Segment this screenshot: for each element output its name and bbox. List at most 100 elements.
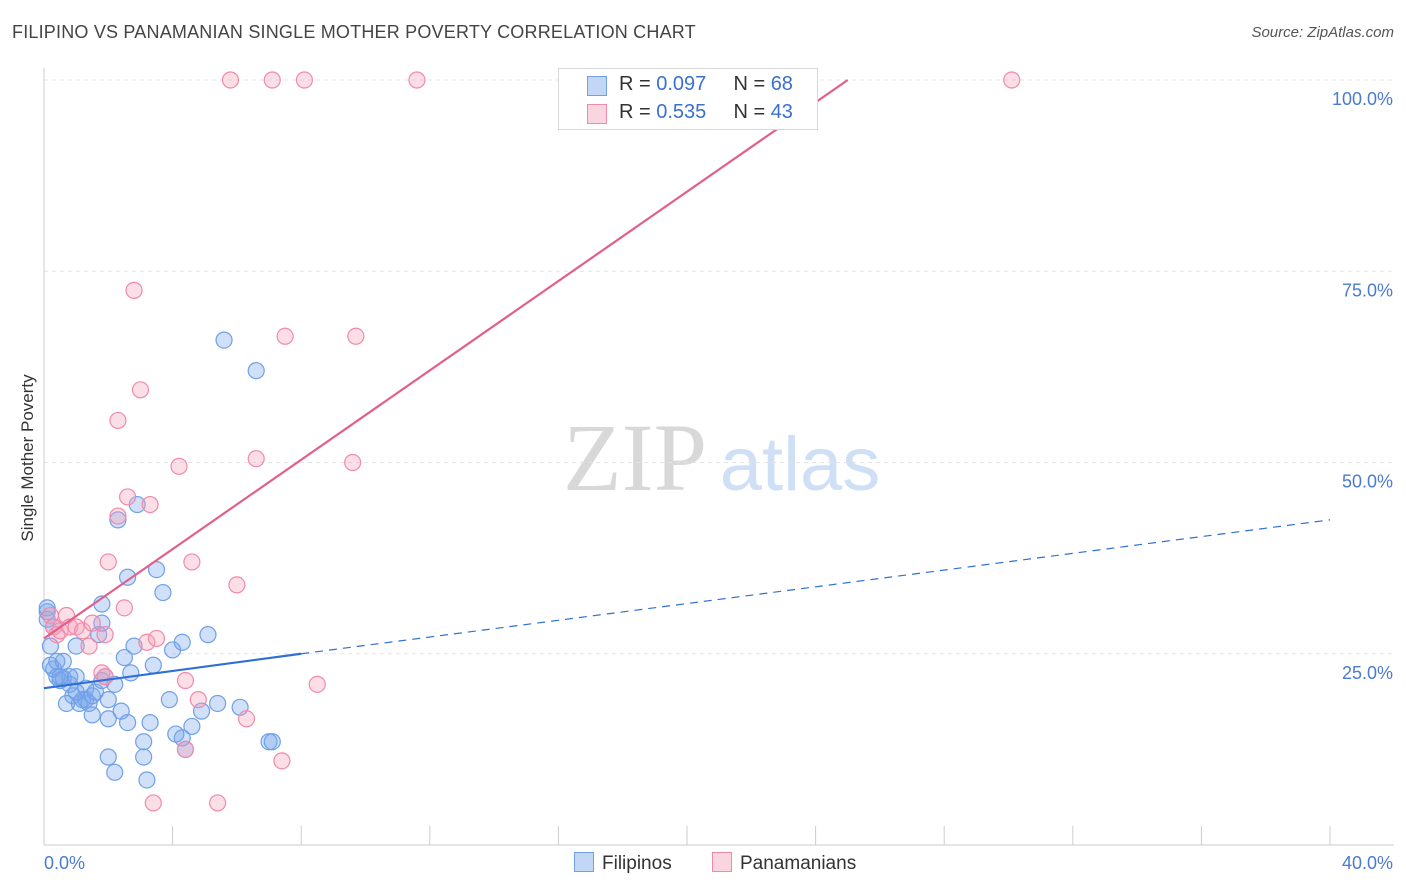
point-panamanian — [209, 794, 227, 812]
point-filipino — [51, 668, 69, 686]
point-filipino — [141, 713, 159, 732]
point-panamanian — [308, 675, 326, 693]
point-panamanian — [115, 599, 133, 617]
point-panamanian — [189, 691, 207, 709]
point-panamanian — [99, 553, 117, 571]
point-panamanian — [144, 794, 162, 812]
legend-n-label: N = — [733, 73, 766, 95]
point-panamanian — [138, 633, 156, 651]
point-filipino — [122, 664, 140, 682]
point-filipino — [183, 717, 201, 736]
point-panamanian — [247, 450, 265, 468]
point-panamanian — [228, 576, 246, 594]
point-filipino — [99, 748, 117, 766]
point-panamanian — [109, 411, 127, 430]
point-filipino — [135, 748, 153, 766]
legend-row-filipinos: R = 0.097 N = 68 — [619, 73, 793, 97]
trend-lines — [43, 79, 1331, 690]
y-tick-label: 25.0% — [1342, 663, 1393, 683]
point-panamanian — [96, 626, 114, 644]
legend-swatch — [712, 852, 732, 872]
point-filipino — [135, 733, 153, 751]
point-panamanian — [83, 614, 101, 632]
point-filipino — [247, 362, 265, 380]
point-filipino — [109, 511, 127, 529]
point-filipino — [54, 652, 72, 671]
trend-line-panamanians — [43, 79, 849, 640]
y-tick-label: 100.0% — [1332, 89, 1393, 109]
chart-title: FILIPINO VS PANAMANIAN SINGLE MOTHER POV… — [12, 22, 696, 42]
legend-panamanians: Panamanians — [712, 852, 856, 875]
point-filipino — [125, 637, 143, 655]
legend-r-label: R = — [619, 101, 651, 123]
trend-line-filipinos-extension — [301, 519, 1331, 655]
data-points — [38, 71, 1021, 812]
x-tick-label: 40.0% — [1342, 853, 1393, 873]
point-panamanian — [344, 453, 362, 472]
legend-swatch-filipinos — [587, 76, 607, 96]
watermark-zip: ZIP — [563, 404, 707, 511]
point-panamanian — [183, 553, 201, 571]
point-filipino — [263, 733, 281, 751]
point-panamanian — [276, 327, 294, 345]
point-panamanian — [263, 71, 281, 89]
point-filipino — [106, 763, 124, 781]
axes — [43, 68, 1394, 846]
source-credit: Source: ZipAtlas.com — [1251, 24, 1394, 41]
point-filipino — [67, 637, 85, 655]
point-filipino — [118, 568, 137, 586]
point-panamanian — [96, 668, 114, 686]
legend-r-value: 0.535 — [656, 101, 707, 123]
point-panamanian — [147, 629, 166, 648]
x-tick-label: 0.0% — [44, 853, 85, 873]
point-panamanian — [273, 752, 291, 770]
point-panamanian — [295, 71, 314, 89]
point-filipino — [115, 648, 133, 667]
tick-labels: 25.0% 50.0% 75.0% 100.0% 0.0% 40.0% — [44, 89, 1393, 873]
legend-label: Panamanians — [740, 853, 857, 874]
point-panamanian — [176, 671, 195, 690]
point-filipino — [199, 626, 217, 644]
point-panamanian — [131, 381, 150, 399]
point-panamanian — [51, 622, 69, 640]
point-filipino — [154, 583, 172, 602]
trend-line-filipinos — [43, 652, 302, 690]
point-filipino — [83, 706, 101, 724]
legend-r-value: 0.097 — [656, 73, 707, 95]
stats-legend: R = 0.097 N = 68 R = 0.535 N = 43 — [558, 68, 818, 130]
point-panamanian — [118, 488, 137, 506]
point-panamanian — [221, 71, 240, 89]
point-filipino — [99, 691, 117, 709]
legend-r-label: R = — [619, 73, 651, 95]
point-panamanian — [347, 327, 365, 345]
point-panamanian — [408, 71, 426, 89]
point-panamanian — [176, 740, 195, 758]
point-filipino — [215, 331, 233, 349]
legend-row-panamanians: R = 0.535 N = 43 — [619, 101, 793, 125]
point-panamanian — [237, 710, 256, 728]
point-panamanian — [170, 457, 188, 475]
gridlines — [44, 79, 1394, 655]
point-filipino — [138, 771, 156, 789]
y-tick-label: 50.0% — [1342, 472, 1393, 492]
legend-label: Filipinos — [602, 853, 672, 874]
point-filipino — [144, 656, 162, 674]
point-panamanian — [109, 507, 127, 525]
legend-n-value: 43 — [770, 101, 793, 123]
point-filipino — [118, 713, 137, 732]
point-filipino — [160, 691, 178, 709]
point-filipino — [67, 683, 85, 701]
y-tick-label: 75.0% — [1342, 280, 1393, 300]
watermark-atlas: atlas — [720, 422, 881, 507]
legend-filipinos: Filipinos — [574, 852, 672, 875]
point-panamanian — [1003, 71, 1021, 89]
point-filipino — [99, 710, 117, 728]
legend-swatch — [574, 852, 594, 872]
point-panamanian — [141, 495, 159, 514]
legend-n-label: N = — [733, 101, 766, 123]
legend-swatch-panamanians — [587, 104, 607, 124]
point-panamanian — [125, 281, 143, 299]
point-panamanian — [80, 637, 98, 655]
point-filipino — [209, 694, 227, 713]
